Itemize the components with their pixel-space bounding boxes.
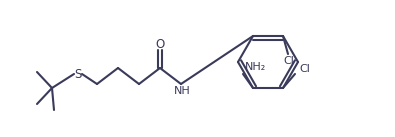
Text: S: S xyxy=(74,68,82,81)
Text: NH₂: NH₂ xyxy=(245,62,266,72)
Text: Cl: Cl xyxy=(299,64,310,74)
Text: Cl: Cl xyxy=(284,56,294,66)
Text: NH: NH xyxy=(174,86,190,96)
Text: O: O xyxy=(155,38,165,51)
